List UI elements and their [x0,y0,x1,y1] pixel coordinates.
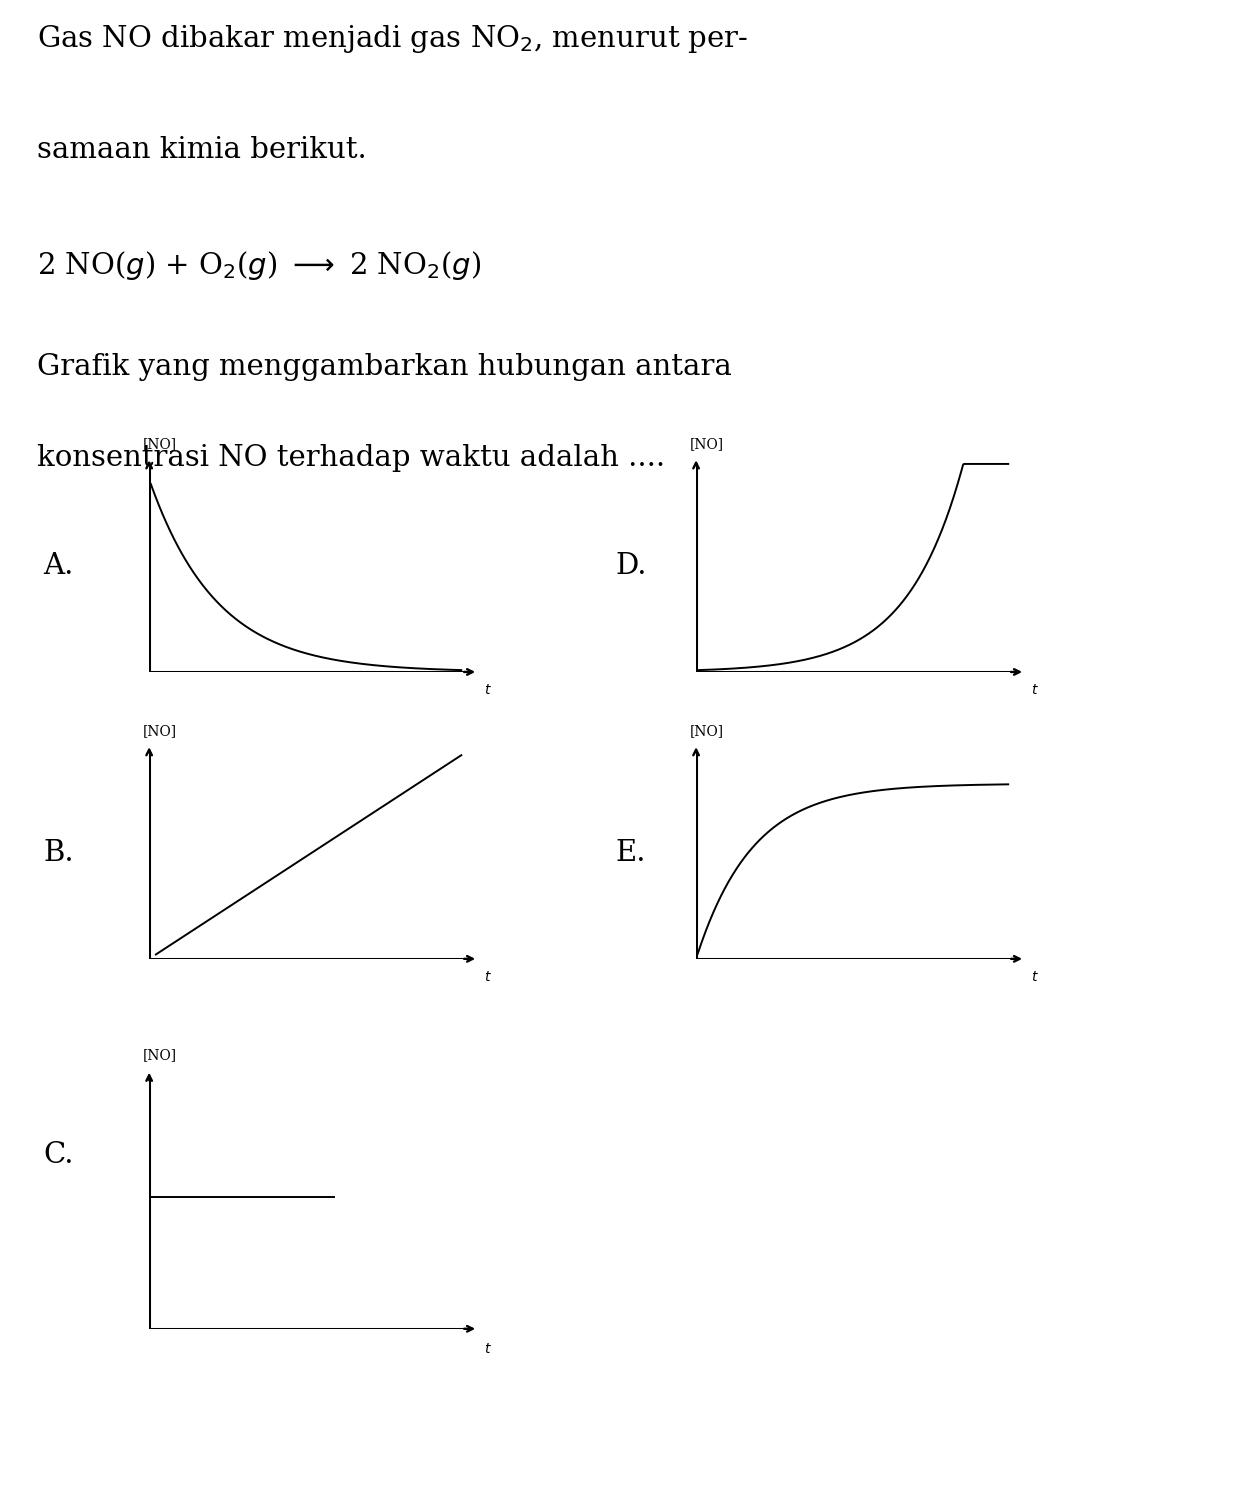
Text: [NO]: [NO] [690,723,723,738]
Text: samaan kimia berikut.: samaan kimia berikut. [37,136,367,165]
Text: [NO]: [NO] [143,723,177,738]
Text: $t$: $t$ [1032,969,1039,985]
Text: Gas NO dibakar menjadi gas NO$_2$, menurut per-: Gas NO dibakar menjadi gas NO$_2$, menur… [37,23,748,54]
Text: $t$: $t$ [485,969,492,985]
Text: C.: C. [44,1142,75,1169]
Text: B.: B. [44,840,75,867]
Text: Grafik yang menggambarkan hubungan antara: Grafik yang menggambarkan hubungan antar… [37,353,732,382]
Text: D.: D. [615,553,646,580]
Text: $t$: $t$ [1032,683,1039,698]
Text: E.: E. [615,840,646,867]
Text: 2 NO($g$) + O$_2$($g$) $\longrightarrow$ 2 NO$_2$($g$): 2 NO($g$) + O$_2$($g$) $\longrightarrow$… [37,249,481,282]
Text: [NO]: [NO] [143,1048,177,1062]
Text: A.: A. [44,553,73,580]
Text: $t$: $t$ [485,683,492,698]
Text: konsentrasi NO terhadap waktu adalah ....: konsentrasi NO terhadap waktu adalah ...… [37,444,665,473]
Text: [NO]: [NO] [143,436,177,451]
Text: [NO]: [NO] [690,436,723,451]
Text: $t$: $t$ [485,1342,492,1356]
